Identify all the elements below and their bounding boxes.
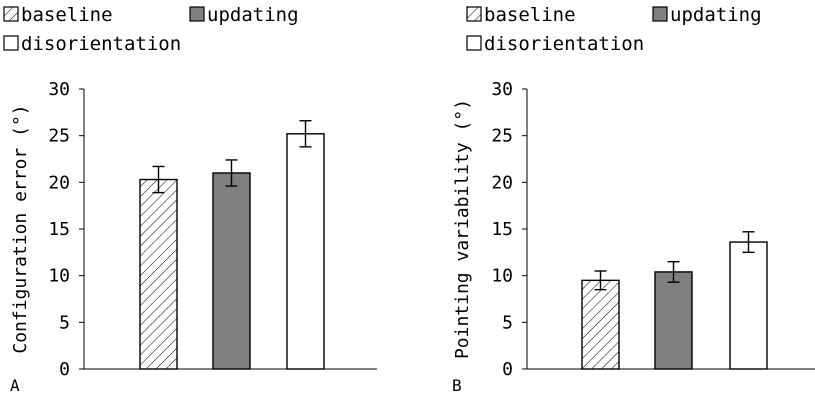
y-tick-label: 10 [48,266,70,287]
y-tick-label: 5 [502,312,513,333]
legend-swatch-baseline [466,6,482,22]
legend-label-disorientation: disorientation [21,33,181,55]
y-axis-label: Pointing variability (°) [452,99,473,359]
y-tick-label: 25 [48,126,70,147]
panel-label: B [452,376,462,395]
y-tick-label: 15 [491,219,513,240]
y-tick-label: 5 [59,312,70,333]
legend-swatch-baseline [3,6,19,22]
y-axis-label: Configuration error (°) [10,104,31,353]
y-tick-label: 15 [48,219,70,240]
legend-label-baseline: baseline [21,4,113,26]
bar-disorientation [286,133,325,370]
legend-label-disorientation: disorientation [484,33,644,55]
y-tick-label: 30 [48,79,70,100]
y-tick-label: 20 [48,172,70,193]
legend-label-updating: updating [670,4,762,26]
legend-label-baseline: baseline [484,4,576,26]
bar-updating [654,271,693,370]
legend-swatch-disorientation [466,35,482,51]
y-tick-label: 0 [59,359,70,380]
bar-updating [212,172,251,370]
legend-swatch-disorientation [3,35,19,51]
panel-label: A [10,376,20,395]
y-tick-label: 20 [491,172,513,193]
legend-swatch-updating [652,6,668,22]
bar-disorientation [729,241,768,370]
y-tick-label: 10 [491,266,513,287]
y-tick-label: 0 [502,359,513,380]
legend-label-updating: updating [207,4,299,26]
y-tick-label: 30 [491,79,513,100]
bar-baseline [581,279,620,370]
y-tick-label: 25 [491,126,513,147]
bar-baseline [139,178,178,370]
legend-swatch-updating [189,6,205,22]
